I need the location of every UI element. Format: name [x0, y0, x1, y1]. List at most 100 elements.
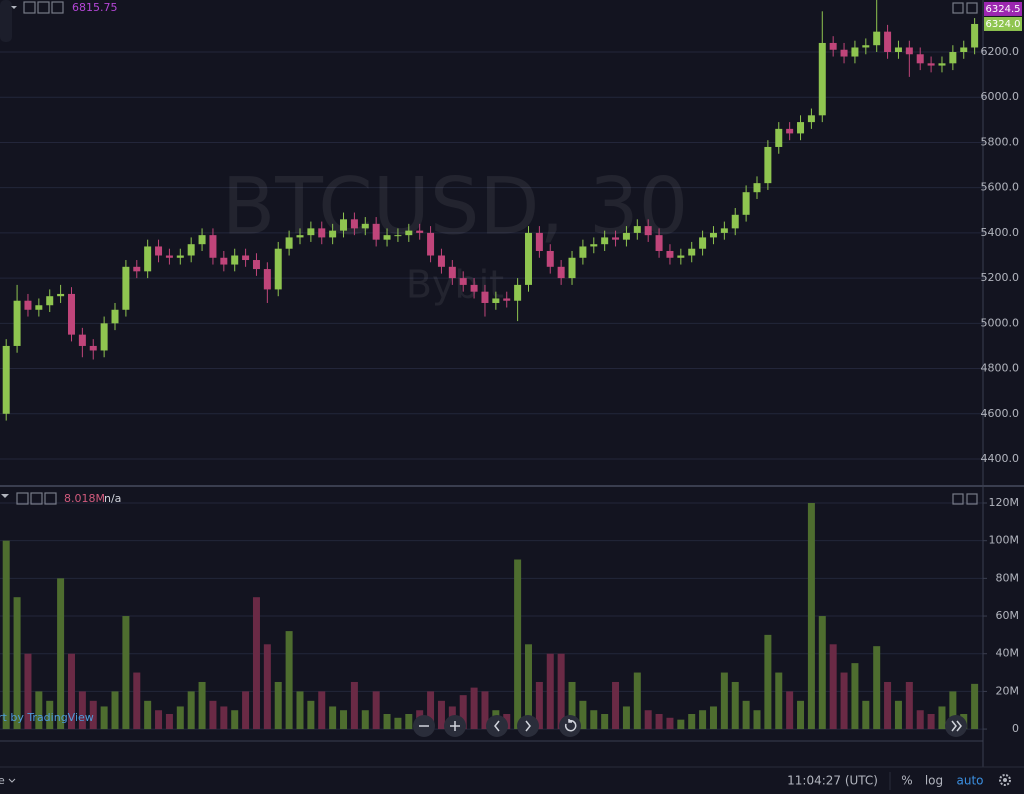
percent-button[interactable]: %	[901, 774, 912, 788]
volume-bar	[67, 653, 75, 730]
y-tick-label: 5800.0	[981, 135, 1020, 148]
pane-down-button[interactable]	[966, 2, 978, 14]
scroll-right-button[interactable]	[517, 715, 539, 737]
price-pane-controls[interactable]	[23, 1, 64, 14]
candle-body	[437, 255, 445, 267]
volume-bar	[699, 710, 707, 730]
candle-body	[884, 31, 892, 53]
settings-icon[interactable]	[30, 492, 43, 505]
volume-bar	[242, 691, 250, 730]
volume-bar	[155, 710, 163, 730]
volume-bar	[971, 683, 979, 730]
volume-bar	[35, 691, 43, 730]
volume-bar	[122, 616, 130, 730]
volume-bar	[307, 700, 315, 730]
candle-body	[503, 298, 511, 301]
candle-body	[24, 300, 32, 310]
volume-bar	[524, 644, 532, 730]
close-icon[interactable]	[51, 1, 64, 14]
volume-bar	[252, 597, 260, 730]
volume-bar	[666, 717, 674, 730]
side-tab[interactable]	[0, 0, 12, 42]
candle-body	[67, 293, 75, 335]
candle-body	[971, 23, 979, 48]
candle-body	[709, 232, 717, 238]
volume-bar	[187, 691, 195, 730]
volume-bar	[111, 691, 119, 730]
volume-bar	[427, 691, 435, 730]
volume-bar	[285, 631, 293, 730]
volume-bar	[394, 717, 402, 730]
volume-bar	[764, 634, 772, 730]
gear-icon[interactable]	[999, 774, 1011, 786]
y-tick-label: 4800.0	[981, 362, 1020, 375]
navigation-buttons[interactable]	[413, 715, 967, 737]
eye-icon[interactable]	[16, 492, 29, 505]
symbol-watermark: BTCUSD, 30	[222, 162, 689, 252]
pane-up-button[interactable]	[952, 2, 964, 14]
scroll-left-button[interactable]	[486, 715, 508, 737]
volume-bar	[176, 706, 184, 730]
candle-body	[688, 248, 696, 256]
price-label: 6324.5	[986, 4, 1021, 15]
candle-body	[742, 192, 750, 215]
volume-bar	[731, 681, 739, 730]
volume-bar	[209, 700, 217, 730]
volume-legend-status: n/a	[104, 492, 121, 505]
price-label-box	[984, 16, 1022, 31]
settings-icon[interactable]	[37, 1, 50, 14]
reset-button[interactable]	[559, 715, 581, 737]
volume-bar	[231, 710, 239, 730]
volume-bar	[568, 681, 576, 730]
candle-body	[764, 146, 772, 184]
eye-icon[interactable]	[23, 1, 36, 14]
scroll-right-icon	[525, 720, 531, 732]
volume-bar	[601, 714, 609, 730]
candle-body	[176, 255, 184, 258]
candle-body	[851, 47, 859, 57]
volume-bar	[927, 714, 935, 730]
candle-body	[481, 291, 489, 303]
credit[interactable]: rt by TradingView	[0, 711, 94, 724]
volume-bar	[13, 597, 21, 730]
candle-body	[873, 31, 881, 46]
volume-pane-controls[interactable]	[16, 492, 57, 505]
volume-bar	[557, 653, 565, 730]
collapse-arrow[interactable]	[11, 6, 17, 9]
y-tick-label: 4600.0	[981, 407, 1020, 420]
candle-body	[677, 255, 685, 258]
auto-button[interactable]: auto	[956, 774, 983, 788]
volume-bar	[862, 700, 870, 730]
candle-body	[416, 230, 424, 233]
volume-bar	[612, 681, 620, 730]
volume-bar	[622, 706, 630, 730]
candle-body	[818, 42, 826, 116]
volume-legend-value: 8.018M	[64, 492, 105, 505]
candle-body	[927, 63, 935, 66]
volume-bar	[57, 578, 65, 730]
y-tick-label: 60M	[996, 609, 1020, 622]
pane-up-button[interactable]	[952, 493, 964, 505]
log-button[interactable]: log	[925, 774, 943, 788]
timezone-fragment[interactable]: e	[0, 774, 5, 787]
y-tick-label: 5600.0	[981, 181, 1020, 194]
scroll-left-icon	[494, 720, 500, 732]
volume-bar	[459, 695, 467, 730]
volume-bar	[644, 710, 652, 730]
volume-bar	[24, 653, 32, 730]
candle-body	[731, 214, 739, 229]
volume-bar	[78, 691, 86, 730]
collapse-arrow[interactable]	[1, 494, 9, 498]
volume-bar	[742, 700, 750, 730]
pane-down-button[interactable]	[966, 493, 978, 505]
y-tick-label: 120M	[989, 496, 1020, 509]
candle-body	[165, 255, 173, 258]
price-label: 6324.0	[986, 19, 1021, 30]
candle-body	[35, 305, 43, 310]
scroll-to-end-icon	[951, 720, 962, 732]
close-icon[interactable]	[44, 492, 57, 505]
volume-bar	[46, 700, 54, 730]
settings-gear[interactable]	[999, 774, 1011, 786]
candle-body	[361, 223, 369, 229]
